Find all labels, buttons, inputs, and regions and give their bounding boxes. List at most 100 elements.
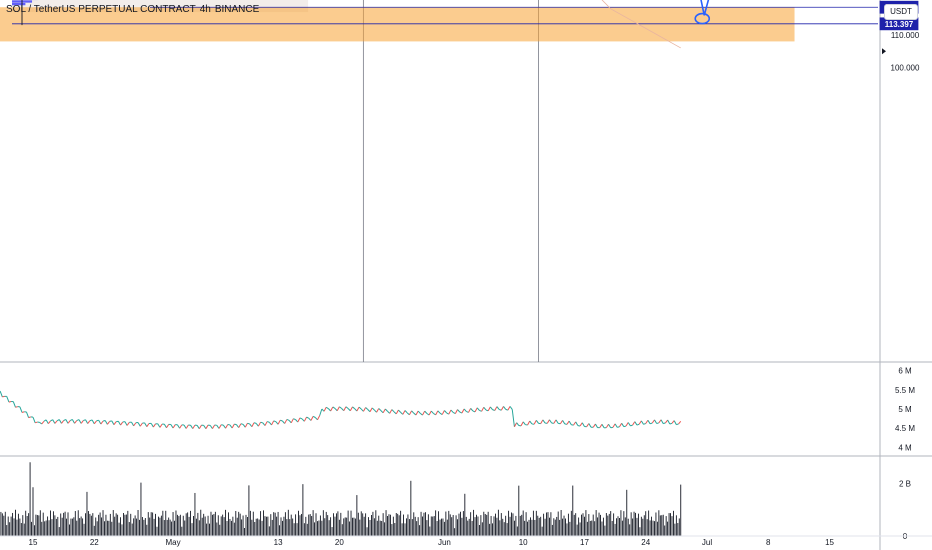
indicator-line-segment: [612, 423, 616, 428]
indicator-line-segment: [365, 407, 369, 410]
indicator-line-segment: [139, 422, 143, 427]
indicator-line-segment: [640, 420, 644, 425]
indicator-line-segment: [461, 408, 465, 414]
indicator-line-segment: [131, 421, 135, 427]
indicator-line-segment: [21, 411, 25, 413]
indicator-line-segment: [85, 419, 89, 424]
indicator-line-segment: [196, 425, 200, 429]
indicator-line-segment: [487, 406, 491, 412]
indicator-line-segment: [336, 406, 340, 412]
indicator-line-segment: [93, 420, 97, 425]
indicator-line-segment: [573, 421, 577, 426]
indicator-line-segment: [354, 408, 358, 412]
indicator-line-segment: [6, 396, 10, 403]
indicator-line-segment: [568, 420, 572, 425]
indicator-line-segment: [457, 409, 461, 413]
indicator-line-segment: [71, 419, 76, 424]
indicator-line-segment: [150, 423, 154, 428]
indicator-line-segment: [124, 421, 128, 426]
indicator-line-segment: [676, 423, 679, 426]
indicator-line-segment: [163, 423, 167, 429]
indicator-line-segment: [277, 419, 281, 425]
indicator-line-segment: [325, 406, 329, 410]
indicator-line-segment: [253, 422, 257, 424]
indicator-line-segment: [107, 421, 110, 425]
indicator-line-segment: [553, 419, 557, 424]
indicator-line-segment: [15, 406, 18, 408]
indicator-line-segment: [41, 420, 45, 425]
indicator-line-segment: [257, 421, 262, 427]
indicator-line-segment: [608, 424, 612, 429]
indicator-line-segment: [117, 420, 121, 426]
price-axis-tick: 110.000: [891, 31, 920, 40]
indicator-line-segment: [494, 406, 498, 411]
indicator-line-segment: [159, 423, 163, 428]
indicator-line-segment: [566, 420, 570, 425]
time-axis-tick: 10: [519, 538, 528, 547]
indicator-line-segment: [358, 406, 362, 410]
indicator-line-segment: [190, 424, 194, 429]
indicator-line-segment: [485, 409, 489, 412]
indicator-line-segment: [450, 409, 454, 413]
indicator-line-segment: [339, 406, 342, 409]
indicator-line-segment: [599, 424, 603, 428]
indicator-line-segment: [658, 419, 662, 424]
indicator-line-segment: [312, 415, 316, 418]
indicator-line-segment: [371, 407, 375, 411]
time-axis-tick: Jun: [438, 538, 451, 547]
indicator-line-segment: [424, 410, 428, 414]
indicator-line-segment: [222, 424, 226, 429]
time-axis-tick: 15: [29, 538, 38, 547]
indicator-line-segment: [356, 406, 360, 412]
indicator-line-segment: [349, 406, 353, 412]
indicator-line-segment: [483, 406, 487, 411]
indicator-line-segment: [408, 410, 413, 415]
indicator-line-segment: [468, 408, 472, 413]
indicator-line-segment: [345, 406, 349, 409]
indicator-line-segment: [198, 424, 202, 429]
indicator-line-segment: [623, 425, 627, 428]
indicator-line-segment: [489, 406, 493, 410]
indicator-line-segment: [363, 407, 367, 412]
indicator-line-segment: [588, 423, 592, 428]
indicator-line-segment: [376, 408, 380, 413]
symbol-name: SOL / TetherUS PERPETUAL CONTRACT: [6, 4, 196, 15]
indicator-line-segment: [647, 419, 651, 425]
indicator-line-segment: [231, 423, 235, 429]
indicator-line-segment: [463, 408, 467, 412]
indicator-line-segment: [437, 410, 441, 414]
indicator-line-segment: [96, 419, 99, 422]
indicator-line-segment: [398, 409, 402, 413]
indicator-line-segment: [244, 423, 248, 428]
indicator-line-segment: [435, 410, 439, 416]
indicator-line-segment: [594, 423, 599, 428]
indicator-line-segment: [146, 423, 150, 427]
indicator-line-segment: [630, 424, 633, 427]
indicator-line-segment: [271, 420, 275, 426]
indicator-line-segment: [152, 423, 156, 428]
indicator-line-segment: [621, 423, 625, 427]
indicator-line-segment: [505, 408, 509, 411]
indicator-line-segment: [240, 423, 244, 425]
time-axis-tick: 22: [90, 538, 99, 547]
indicator-line-segment: [384, 408, 388, 412]
indicator-line-segment: [268, 421, 272, 426]
indicator-line-segment: [411, 410, 415, 414]
indicator-line-segment: [310, 416, 314, 421]
price-axis-tick: 100.000: [891, 64, 920, 73]
indicator-line-segment: [98, 419, 102, 425]
currency-button[interactable]: USDT: [884, 4, 918, 20]
indicator-line-segment: [643, 423, 646, 425]
indicator-axis-tick: 4.5 M: [895, 424, 915, 433]
annotation-arrow: [700, 0, 710, 16]
indicator-line-segment: [306, 416, 309, 419]
indicator-line-segment: [236, 424, 240, 428]
indicator-line-segment: [559, 420, 563, 425]
indicator-line-segment: [476, 407, 480, 411]
indicator-line-segment: [645, 419, 649, 424]
indicator-line-segment: [592, 423, 596, 428]
indicator-line-segment: [448, 409, 452, 415]
indicator-line-segment: [341, 408, 345, 412]
indicator-line-segment: [452, 412, 456, 415]
